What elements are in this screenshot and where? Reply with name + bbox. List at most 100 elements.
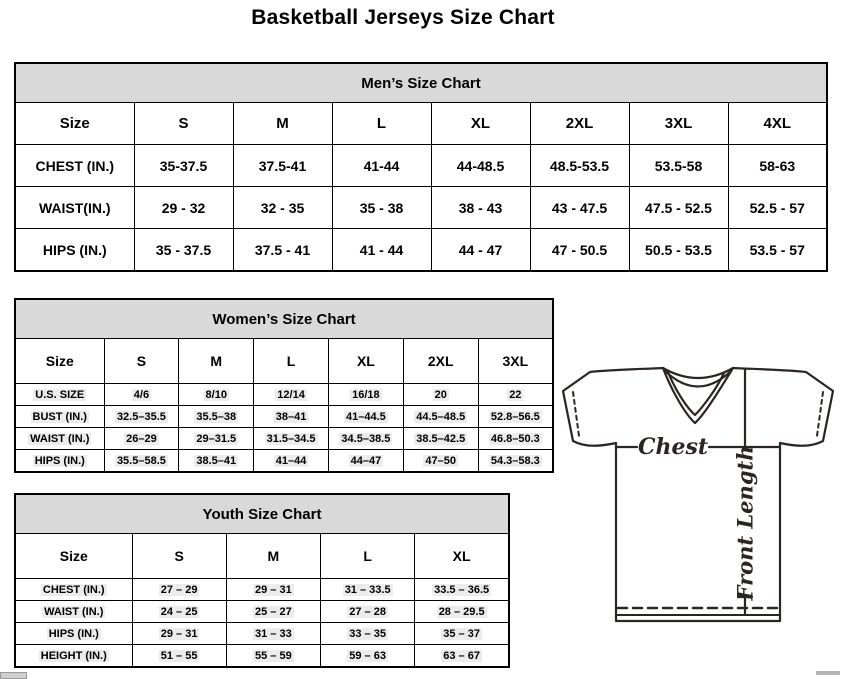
size-cell: 12/14 xyxy=(253,383,329,406)
size-cell: 47–50 xyxy=(402,449,479,473)
size-cell: 58-63 xyxy=(727,144,828,187)
page-title: Basketball Jerseys Size Chart xyxy=(251,6,555,29)
size-cell: 37.5 - 41 xyxy=(232,228,333,272)
size-cell: 32 - 35 xyxy=(232,186,333,229)
column-header: 3XL xyxy=(477,338,554,384)
column-header: XL xyxy=(414,533,510,579)
size-cell: 32.5–35.5 xyxy=(103,405,180,428)
size-cell: 31 – 33.5 xyxy=(319,578,416,601)
size-cell: 63 – 67 xyxy=(414,644,510,668)
column-header: Size xyxy=(14,338,105,384)
column-header: S xyxy=(131,533,227,579)
size-cell: 38.5–42.5 xyxy=(402,427,479,450)
scrollbar-fragment-right[interactable] xyxy=(816,671,840,675)
right-cuff-dash xyxy=(816,391,824,437)
row-label: HIPS (IN.) xyxy=(14,622,133,645)
scrollbar-fragment-left[interactable] xyxy=(0,672,27,679)
size-cell: 41 - 44 xyxy=(331,228,432,272)
size-cell: 44.5–48.5 xyxy=(402,405,479,428)
size-cell: 27 – 28 xyxy=(319,600,416,623)
chest-label: Chest xyxy=(638,434,708,460)
column-header: M xyxy=(232,102,333,145)
youth-size-table: Youth Size Chart Size S M L XL CHEST (IN.) 27 –… xyxy=(14,493,510,668)
size-cell: 53.5-58 xyxy=(628,144,729,187)
size-cell: 22 xyxy=(477,383,554,406)
size-cell: 26–29 xyxy=(103,427,180,450)
row-label: CHEST (IN.) xyxy=(14,144,135,187)
collar-v-outer xyxy=(661,366,735,425)
size-cell: 41-44 xyxy=(331,144,432,187)
size-cell: 20 xyxy=(402,383,479,406)
size-cell: 37.5-41 xyxy=(232,144,333,187)
size-cell: 59 – 63 xyxy=(319,644,416,668)
size-cell: 27 – 29 xyxy=(131,578,227,601)
table-title: Women’s Size Chart xyxy=(14,298,554,339)
size-cell: 43 - 47.5 xyxy=(529,186,630,229)
size-cell: 44–47 xyxy=(327,449,404,473)
size-cell: 8/10 xyxy=(178,383,255,406)
column-header: 4XL xyxy=(727,102,828,145)
mens-size-table: Men’s Size Chart Size S M L XL 2XL 3XL 4XL CHEST … xyxy=(14,62,828,272)
size-cell: 52.5 - 57 xyxy=(727,186,828,229)
row-label: BUST (IN.) xyxy=(14,405,105,428)
size-cell: 35.5–58.5 xyxy=(103,449,180,473)
column-header: L xyxy=(331,102,432,145)
size-cell: 53.5 - 57 xyxy=(727,228,828,272)
column-header: 2XL xyxy=(402,338,479,384)
row-label: U.S. SIZE xyxy=(14,383,105,406)
size-cell: 48.5-53.5 xyxy=(529,144,630,187)
column-header: L xyxy=(319,533,416,579)
size-cell: 47.5 - 52.5 xyxy=(628,186,729,229)
size-cell: 33.5 – 36.5 xyxy=(414,578,510,601)
size-cell: 46.8–50.3 xyxy=(477,427,554,450)
row-label: HIPS (IN.) xyxy=(14,228,135,272)
front-length-label: Front Length xyxy=(733,446,758,602)
column-header: XL xyxy=(430,102,531,145)
row-label: HEIGHT (IN.) xyxy=(14,644,133,668)
row-label: HIPS (IN.) xyxy=(14,449,105,473)
size-cell: 52.8–56.5 xyxy=(477,405,554,428)
size-cell: 38.5–41 xyxy=(178,449,255,473)
column-header: 2XL xyxy=(529,102,630,145)
table-title: Men’s Size Chart xyxy=(14,62,828,103)
size-cell: 35 - 38 xyxy=(331,186,432,229)
table-title: Youth Size Chart xyxy=(14,493,510,534)
size-cell: 54.3–58.3 xyxy=(477,449,554,473)
size-cell: 44-48.5 xyxy=(430,144,531,187)
size-cell: 25 – 27 xyxy=(225,600,322,623)
size-cell: 33 – 35 xyxy=(319,622,416,645)
size-cell: 34.5–38.5 xyxy=(327,427,404,450)
size-cell: 31 – 33 xyxy=(225,622,322,645)
size-cell: 50.5 - 53.5 xyxy=(628,228,729,272)
size-cell: 35-37.5 xyxy=(133,144,234,187)
column-header: 3XL xyxy=(628,102,729,145)
size-cell: 29 – 31 xyxy=(225,578,322,601)
size-cell: 47 - 50.5 xyxy=(529,228,630,272)
row-label: WAIST (IN.) xyxy=(14,600,133,623)
column-header: M xyxy=(178,338,255,384)
size-cell: 29 – 31 xyxy=(131,622,227,645)
collar-mid-arc xyxy=(663,369,733,388)
size-cell: 41–44 xyxy=(253,449,329,473)
column-header: Size xyxy=(14,102,135,145)
size-cell: 38 - 43 xyxy=(430,186,531,229)
size-cell: 55 – 59 xyxy=(225,644,322,668)
size-cell: 29 - 32 xyxy=(133,186,234,229)
column-header: M xyxy=(225,533,322,579)
womens-size-table: Women’s Size Chart Size S M L XL 2XL 3XL U.S. SI… xyxy=(14,298,554,473)
column-header: Size xyxy=(14,533,133,579)
size-cell: 51 – 55 xyxy=(131,644,227,668)
column-header: XL xyxy=(327,338,404,384)
jersey-measurement-diagram: Chest Front Length xyxy=(561,366,835,623)
collar-v-inner xyxy=(666,370,726,417)
size-cell: 35 - 37.5 xyxy=(133,228,234,272)
row-label: WAIST(IN.) xyxy=(14,186,135,229)
size-cell: 35 – 37 xyxy=(414,622,510,645)
collar-top-arc xyxy=(661,366,735,379)
size-cell: 4/6 xyxy=(103,383,180,406)
left-cuff-dash xyxy=(572,391,580,437)
column-header: S xyxy=(133,102,234,145)
size-cell: 29–31.5 xyxy=(178,427,255,450)
size-cell: 35.5–38 xyxy=(178,405,255,428)
